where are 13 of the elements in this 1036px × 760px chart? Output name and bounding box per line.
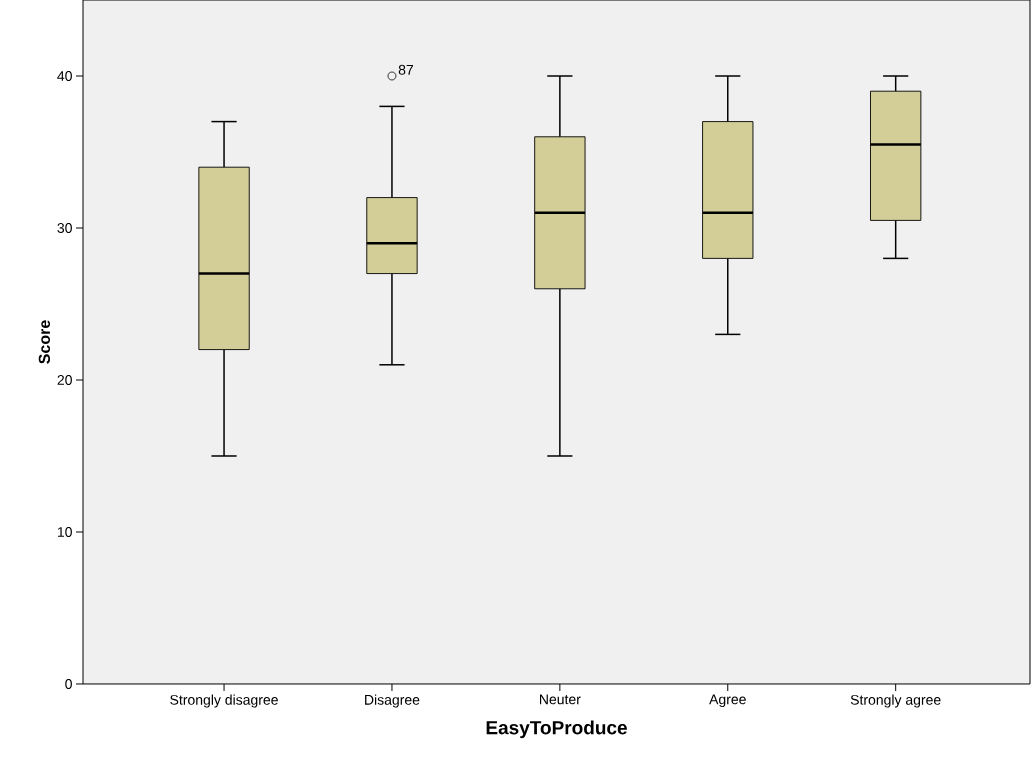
x-axis-title: EasyToProduce — [486, 720, 627, 739]
x-tick-label: Agree — [709, 694, 746, 708]
x-tick-label: Disagree — [365, 694, 420, 708]
x-tick-label: Strongly agree — [850, 694, 941, 708]
annotation: 87 — [398, 64, 414, 75]
y-axis-title: Score — [38, 320, 51, 364]
y-tick-label: 0 — [65, 679, 72, 689]
x-tick-label: Strongly disagree — [170, 694, 278, 708]
x-tick-label: Neuter — [540, 694, 581, 705]
y-tick-label: 10 — [57, 527, 72, 537]
y-tick-label: 20 — [57, 375, 72, 385]
y-tick-label: 30 — [57, 223, 72, 233]
y-tick-label: 40 — [57, 71, 72, 81]
